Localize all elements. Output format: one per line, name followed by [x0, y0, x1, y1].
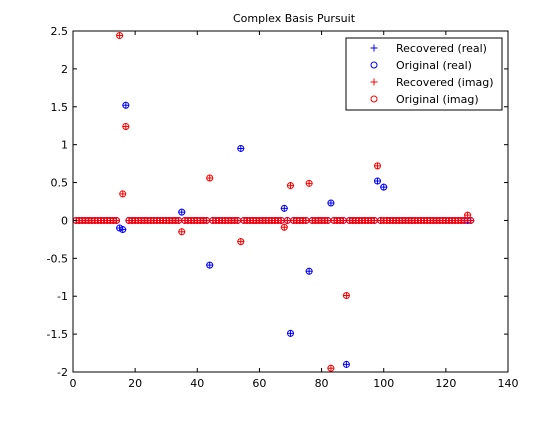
legend-marker	[370, 61, 378, 69]
data-point	[175, 216, 183, 224]
data-point	[464, 211, 472, 219]
data-point	[327, 364, 335, 372]
data-point	[461, 216, 468, 224]
x-tick-label: 20	[128, 377, 142, 390]
data-point	[287, 182, 294, 190]
legend-label: Original (real)	[396, 59, 472, 72]
data-point	[122, 101, 130, 109]
legend-marker	[370, 44, 378, 52]
data-point	[206, 174, 214, 182]
data-point	[327, 199, 335, 207]
y-tick-label: 2	[61, 63, 68, 76]
data-point	[280, 204, 288, 212]
y-tick-label: -1	[57, 290, 68, 303]
data-point	[203, 216, 211, 224]
x-tick-label: 80	[315, 377, 329, 390]
x-tick-label: 60	[252, 377, 266, 390]
legend-marker	[370, 95, 378, 103]
data-point	[237, 238, 245, 246]
data-point	[324, 216, 332, 224]
y-tick-label: 2.5	[51, 25, 69, 38]
plot-frame	[72, 30, 509, 373]
plot-marks	[72, 32, 475, 372]
data-point	[280, 223, 288, 231]
data-point	[237, 144, 245, 152]
legend: Recovered (real) Original (real) Recovered…	[345, 37, 503, 111]
legend-label: Original (imag)	[396, 93, 479, 106]
data-point	[122, 122, 130, 130]
y-tick-label: -2	[57, 366, 68, 379]
legend-label: Recovered (imag)	[396, 76, 494, 89]
legend-box	[345, 37, 503, 111]
data-point	[178, 208, 186, 216]
data-point	[119, 226, 127, 234]
x-tick-label: 0	[70, 377, 77, 390]
data-point	[113, 216, 120, 224]
y-tick-label: 1.5	[51, 101, 69, 114]
data-point	[467, 216, 475, 224]
chart-title: Complex Basis Pursuit	[233, 12, 356, 25]
legend-label: Recovered (real)	[396, 42, 487, 55]
data-point	[374, 177, 381, 185]
x-tick-label: 100	[373, 377, 394, 390]
data-point	[305, 179, 313, 187]
data-point	[339, 216, 347, 224]
data-point	[342, 291, 350, 299]
data-point	[305, 267, 313, 275]
data-point	[342, 360, 350, 368]
y-tick-label: 0	[61, 214, 68, 227]
data-point	[283, 216, 291, 224]
y-tick-label: 0.5	[51, 177, 69, 190]
legend-marker	[370, 78, 378, 86]
data-point	[380, 183, 388, 191]
data-point	[116, 224, 124, 232]
x-axis: 0 20 40 60 80 100 120 140	[70, 31, 519, 390]
data-point	[206, 261, 214, 269]
y-tick-label: -1.5	[47, 328, 68, 341]
y-tick-label: 1	[61, 139, 68, 152]
data-point	[302, 216, 310, 224]
data-point	[374, 162, 381, 170]
data-point	[178, 228, 186, 236]
data-point	[119, 190, 127, 198]
x-tick-label: 120	[435, 377, 456, 390]
y-axis: -2 -1.5 -1 -0.5 0 0.5 1 1.5 2 2.5	[47, 25, 508, 379]
y-tick-label: -0.5	[47, 252, 68, 265]
x-tick-label: 140	[498, 377, 519, 390]
data-point	[370, 216, 378, 224]
x-tick-label: 40	[190, 377, 204, 390]
data-point	[287, 329, 294, 337]
data-point	[234, 216, 242, 224]
data-point	[277, 216, 285, 224]
data-point	[116, 32, 124, 40]
